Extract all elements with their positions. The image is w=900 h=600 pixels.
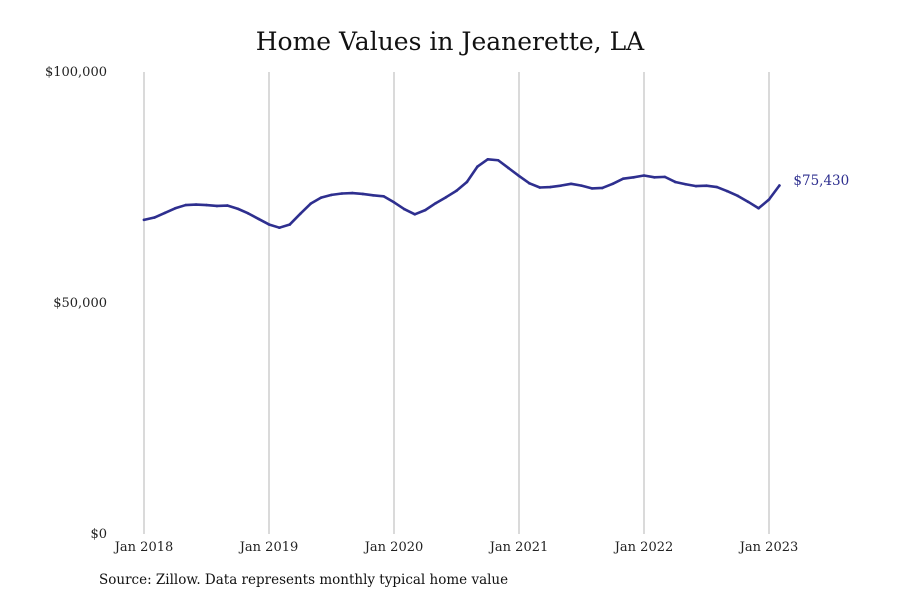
- data-point: [559, 184, 562, 187]
- data-point: [236, 207, 240, 211]
- data-point: [476, 165, 479, 169]
- data-point: [694, 184, 698, 188]
- data-point: [267, 223, 271, 226]
- data-point: [434, 201, 437, 205]
- data-point: [517, 174, 521, 178]
- data-point: [226, 204, 229, 207]
- data-point: [413, 212, 417, 216]
- series-layer: [142, 158, 781, 229]
- data-point: [465, 180, 469, 184]
- data-point: [757, 206, 760, 210]
- data-point: [632, 176, 635, 179]
- data-point: [361, 192, 365, 196]
- data-point: [569, 182, 573, 186]
- data-point: [278, 226, 281, 229]
- data-point: [340, 192, 344, 195]
- end-value-label: $75,430: [793, 173, 849, 189]
- data-point: [246, 212, 250, 215]
- data-point: [403, 207, 406, 211]
- data-point: [382, 194, 385, 198]
- data-point: [455, 189, 458, 193]
- data-point: [163, 211, 167, 215]
- y-tick-label: $0: [90, 527, 107, 542]
- data-point: [153, 216, 156, 219]
- data-point: [538, 186, 542, 189]
- data-point: [496, 158, 500, 162]
- y-tick-label: $100,000: [45, 65, 107, 80]
- data-point: [528, 182, 531, 185]
- data-point: [486, 158, 490, 161]
- data-point: [351, 191, 354, 195]
- data-point: [173, 206, 177, 210]
- data-point: [257, 217, 260, 221]
- data-point: [330, 193, 333, 197]
- data-point: [673, 180, 677, 184]
- points-layer: $75,430: [142, 158, 849, 229]
- x-tick-label: Jan 2023: [738, 540, 799, 555]
- data-point: [444, 195, 448, 199]
- data-point: [319, 196, 323, 199]
- data-point: [684, 182, 687, 186]
- data-point: [653, 176, 656, 179]
- series-line: [142, 158, 781, 229]
- x-tick-label: Jan 2021: [488, 540, 549, 555]
- data-point: [590, 187, 594, 190]
- data-point: [548, 185, 552, 189]
- data-point: [194, 203, 198, 206]
- data-point: [298, 212, 302, 216]
- x-tick-label: Jan 2018: [113, 540, 174, 555]
- x-axis-labels: Jan 2018 Jan 2019 Jan 2020 Jan 2021 Jan 2022…: [113, 540, 799, 555]
- data-point: [215, 204, 219, 208]
- data-point: [642, 174, 646, 177]
- data-point: [142, 218, 146, 222]
- x-tick-label: Jan 2019: [238, 540, 299, 555]
- data-point: [746, 200, 750, 204]
- data-point: [423, 208, 427, 212]
- data-point: [736, 194, 740, 198]
- data-point: [767, 198, 771, 201]
- x-tick-label: Jan 2020: [363, 540, 424, 555]
- y-tick-label: $50,000: [53, 296, 107, 311]
- x-tick-label: Jan 2022: [613, 540, 674, 555]
- data-point: [611, 182, 615, 186]
- grid-layer: [143, 72, 770, 534]
- data-point: [601, 186, 604, 190]
- data-point: [309, 202, 312, 205]
- data-point: [507, 166, 510, 170]
- data-point: [205, 203, 208, 207]
- data-point: [663, 175, 667, 179]
- y-axis-labels: $0 $50,000 $100,000: [45, 65, 107, 542]
- data-point: [580, 184, 583, 187]
- data-point: [621, 177, 625, 181]
- chart-title: Home Values in Jeanerette, LA: [255, 27, 645, 56]
- data-point: [778, 184, 781, 187]
- data-point: [371, 194, 375, 197]
- source-note: Source: Zillow. Data represents monthly …: [99, 572, 509, 588]
- data-point: [184, 203, 187, 207]
- data-point: [726, 189, 729, 193]
- data-point: [705, 184, 708, 187]
- data-point: [392, 200, 396, 204]
- data-point: [288, 223, 292, 226]
- data-point: [715, 185, 719, 189]
